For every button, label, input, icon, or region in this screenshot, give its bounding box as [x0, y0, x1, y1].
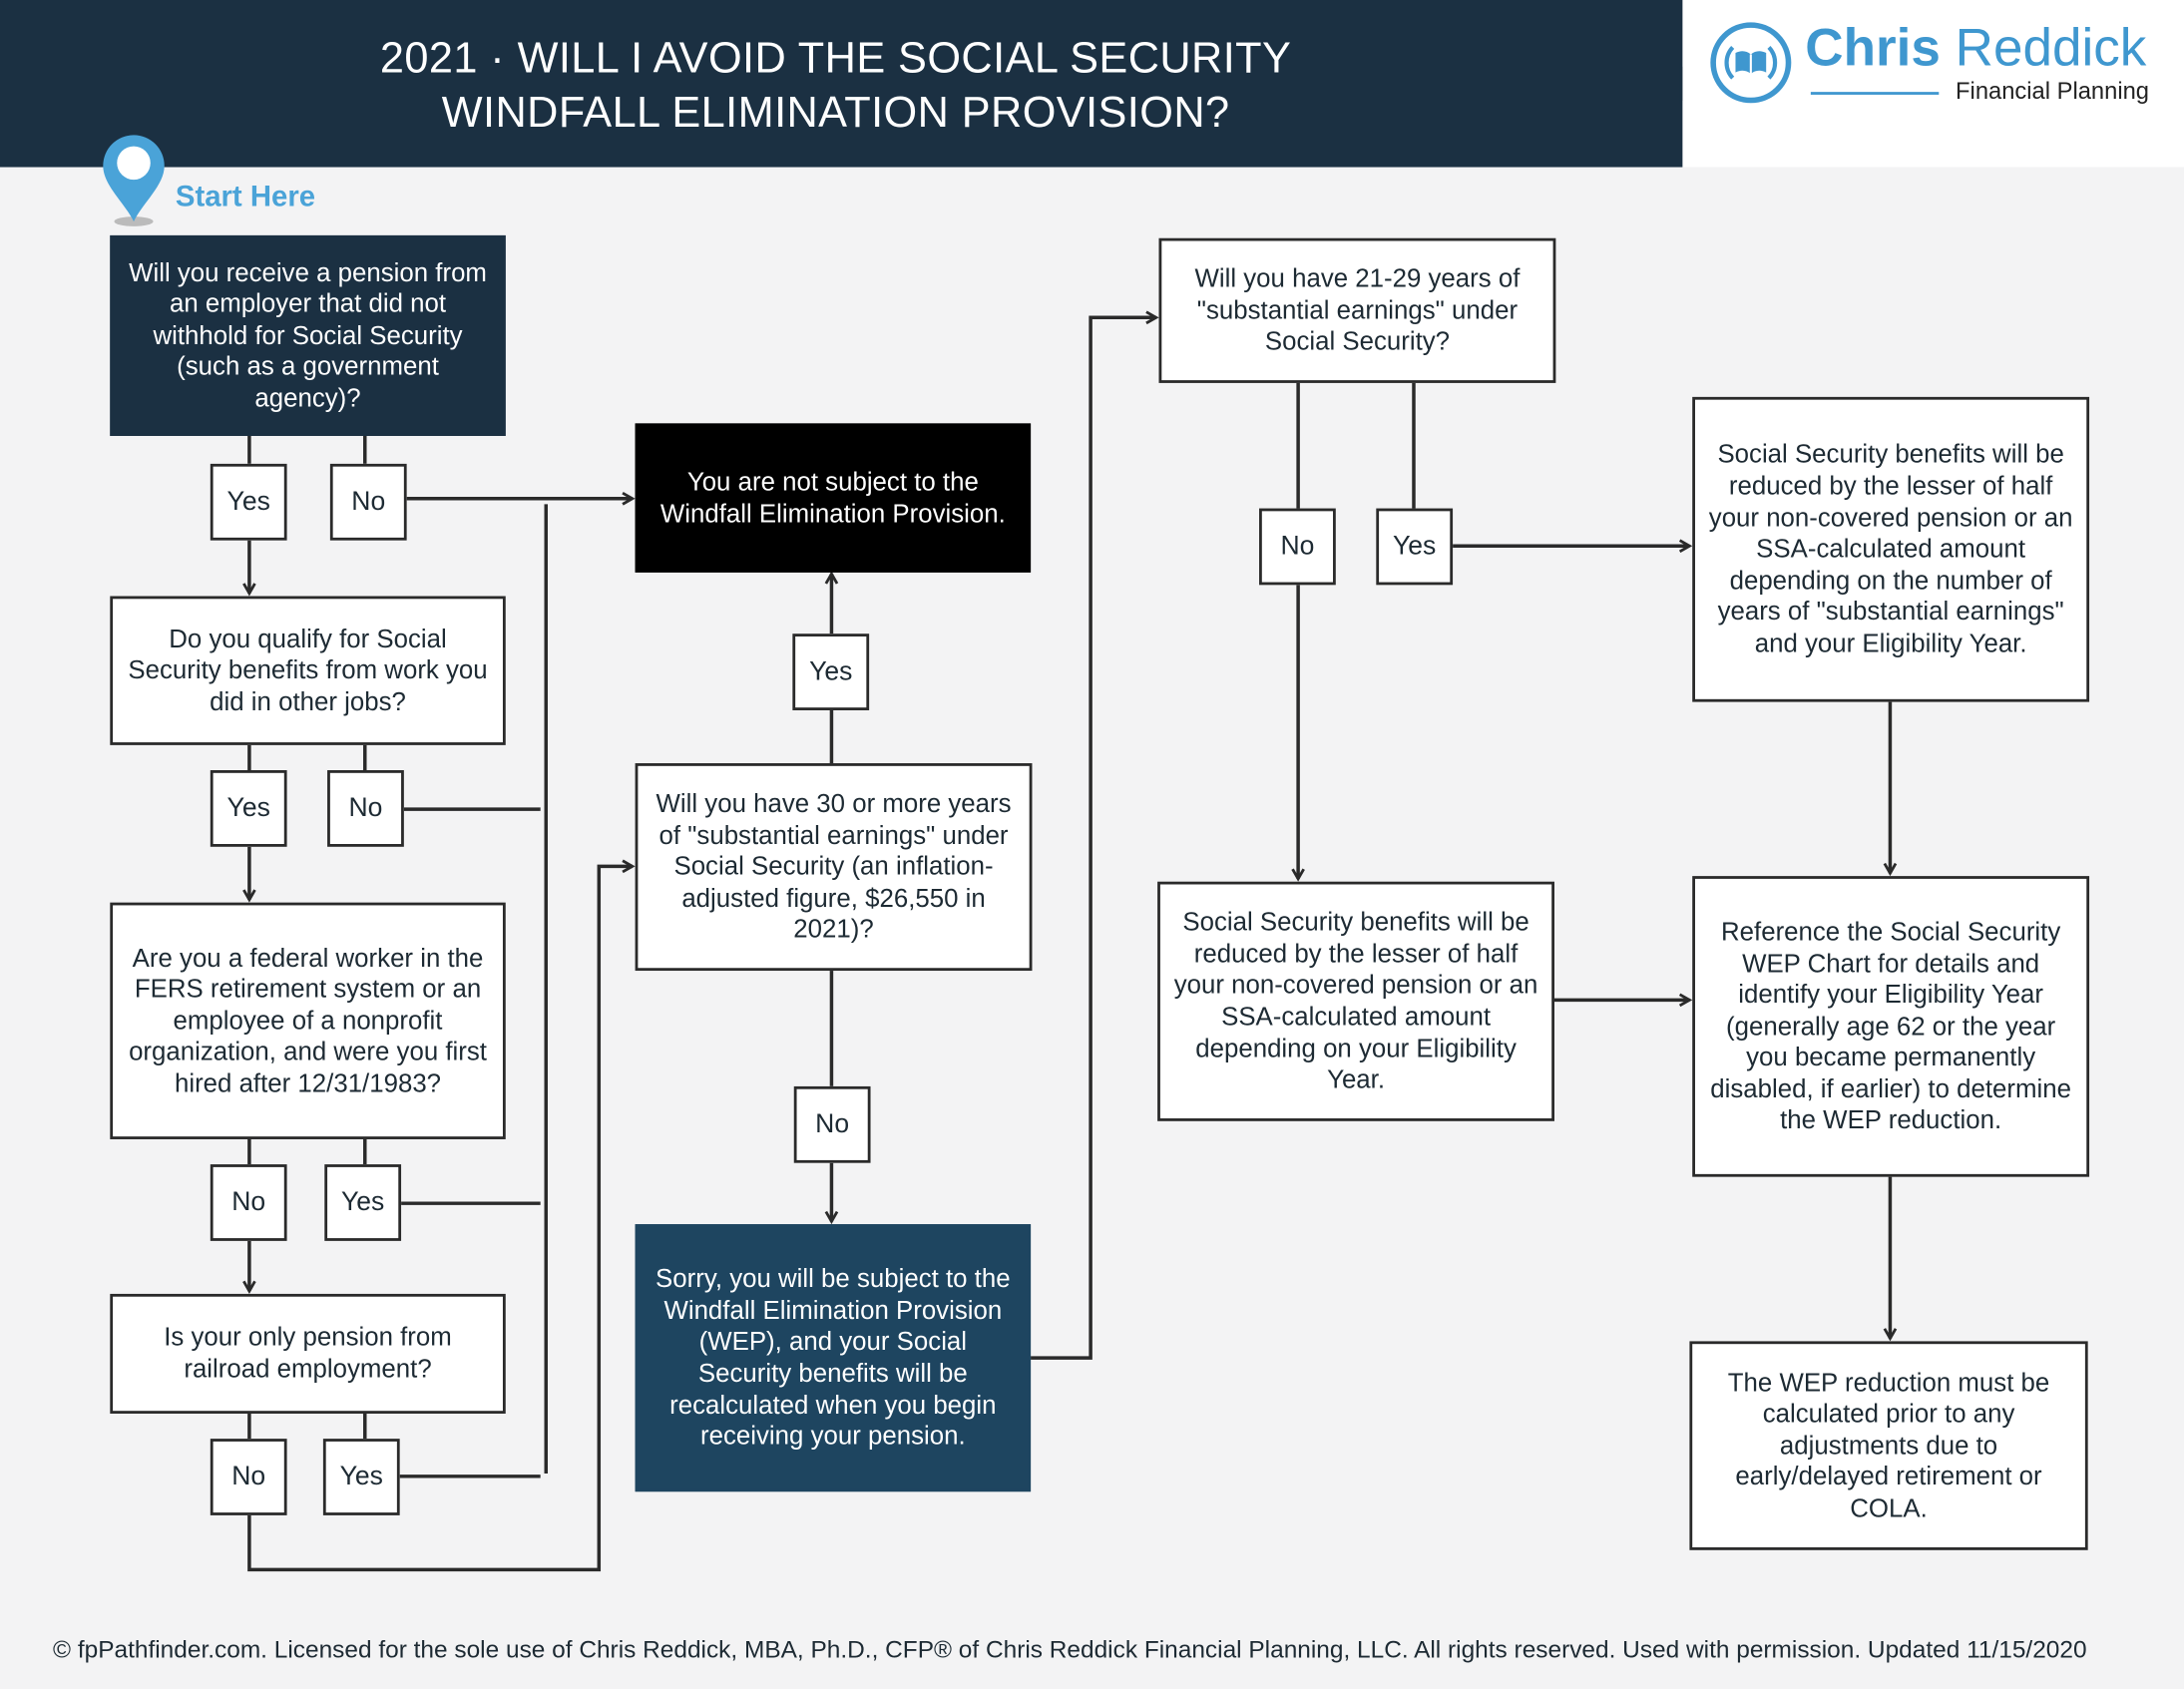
start-here-label: Start Here	[175, 181, 316, 213]
page-title: 2021 · WILL I AVOID THE SOCIAL SECURITY …	[379, 33, 1292, 137]
location-pin-icon	[103, 135, 165, 226]
question-railroad: Is your only pension from railroad emplo…	[110, 1293, 506, 1414]
outcome-not-subject: You are not subject to the Windfall Elim…	[635, 423, 1032, 573]
question-21-29-years: Will you have 21-29 years of "substantia…	[1158, 237, 1556, 383]
q4-no[interactable]: No	[210, 1439, 287, 1515]
q1-yes[interactable]: Yes	[210, 463, 287, 541]
result-reduced-by-years: Social Security benefits will be reduced…	[1692, 396, 2090, 702]
logo-tagline: Financial Planning	[1956, 78, 2149, 105]
logo-name: Chris Reddick	[1805, 19, 2147, 79]
question-30-years: Will you have 30 or more years of "subst…	[635, 763, 1033, 972]
q3-yes[interactable]: Yes	[324, 1164, 402, 1241]
q3-no[interactable]: No	[210, 1164, 287, 1241]
q5-no[interactable]: No	[793, 1085, 871, 1163]
q1-no[interactable]: No	[329, 463, 407, 541]
logo-rule	[1810, 92, 1940, 95]
q6-no[interactable]: No	[1259, 508, 1336, 586]
q4-yes[interactable]: Yes	[322, 1439, 400, 1515]
reference-wep-chart: Reference the Social Security WEP Chart …	[1692, 876, 2090, 1177]
book-in-circle-icon	[1710, 22, 1792, 104]
footer-copyright: © fpPathfinder.com. Licensed for the sol…	[53, 1634, 2087, 1663]
q6-yes[interactable]: Yes	[1376, 508, 1454, 586]
q2-no[interactable]: No	[327, 770, 404, 847]
header-banner: 2021 · WILL I AVOID THE SOCIAL SECURITY …	[0, 0, 1683, 168]
question-fers-nonprofit: Are you a federal worker in the FERS ret…	[110, 902, 506, 1139]
q5-yes[interactable]: Yes	[792, 633, 870, 710]
final-note: The WEP reduction must be calculated pri…	[1689, 1341, 2088, 1550]
question-other-jobs: Do you qualify for Social Security benef…	[110, 596, 506, 745]
question-pension-no-ss: Will you receive a pension from an emplo…	[110, 234, 506, 436]
q2-yes[interactable]: Yes	[210, 770, 287, 847]
outcome-subject-to-wep: Sorry, you will be subject to the Windfa…	[635, 1224, 1032, 1492]
result-reduced-by-eligibility: Social Security benefits will be reduced…	[1157, 881, 1554, 1121]
logo: Chris Reddick Financial Planning	[1682, 0, 2184, 168]
